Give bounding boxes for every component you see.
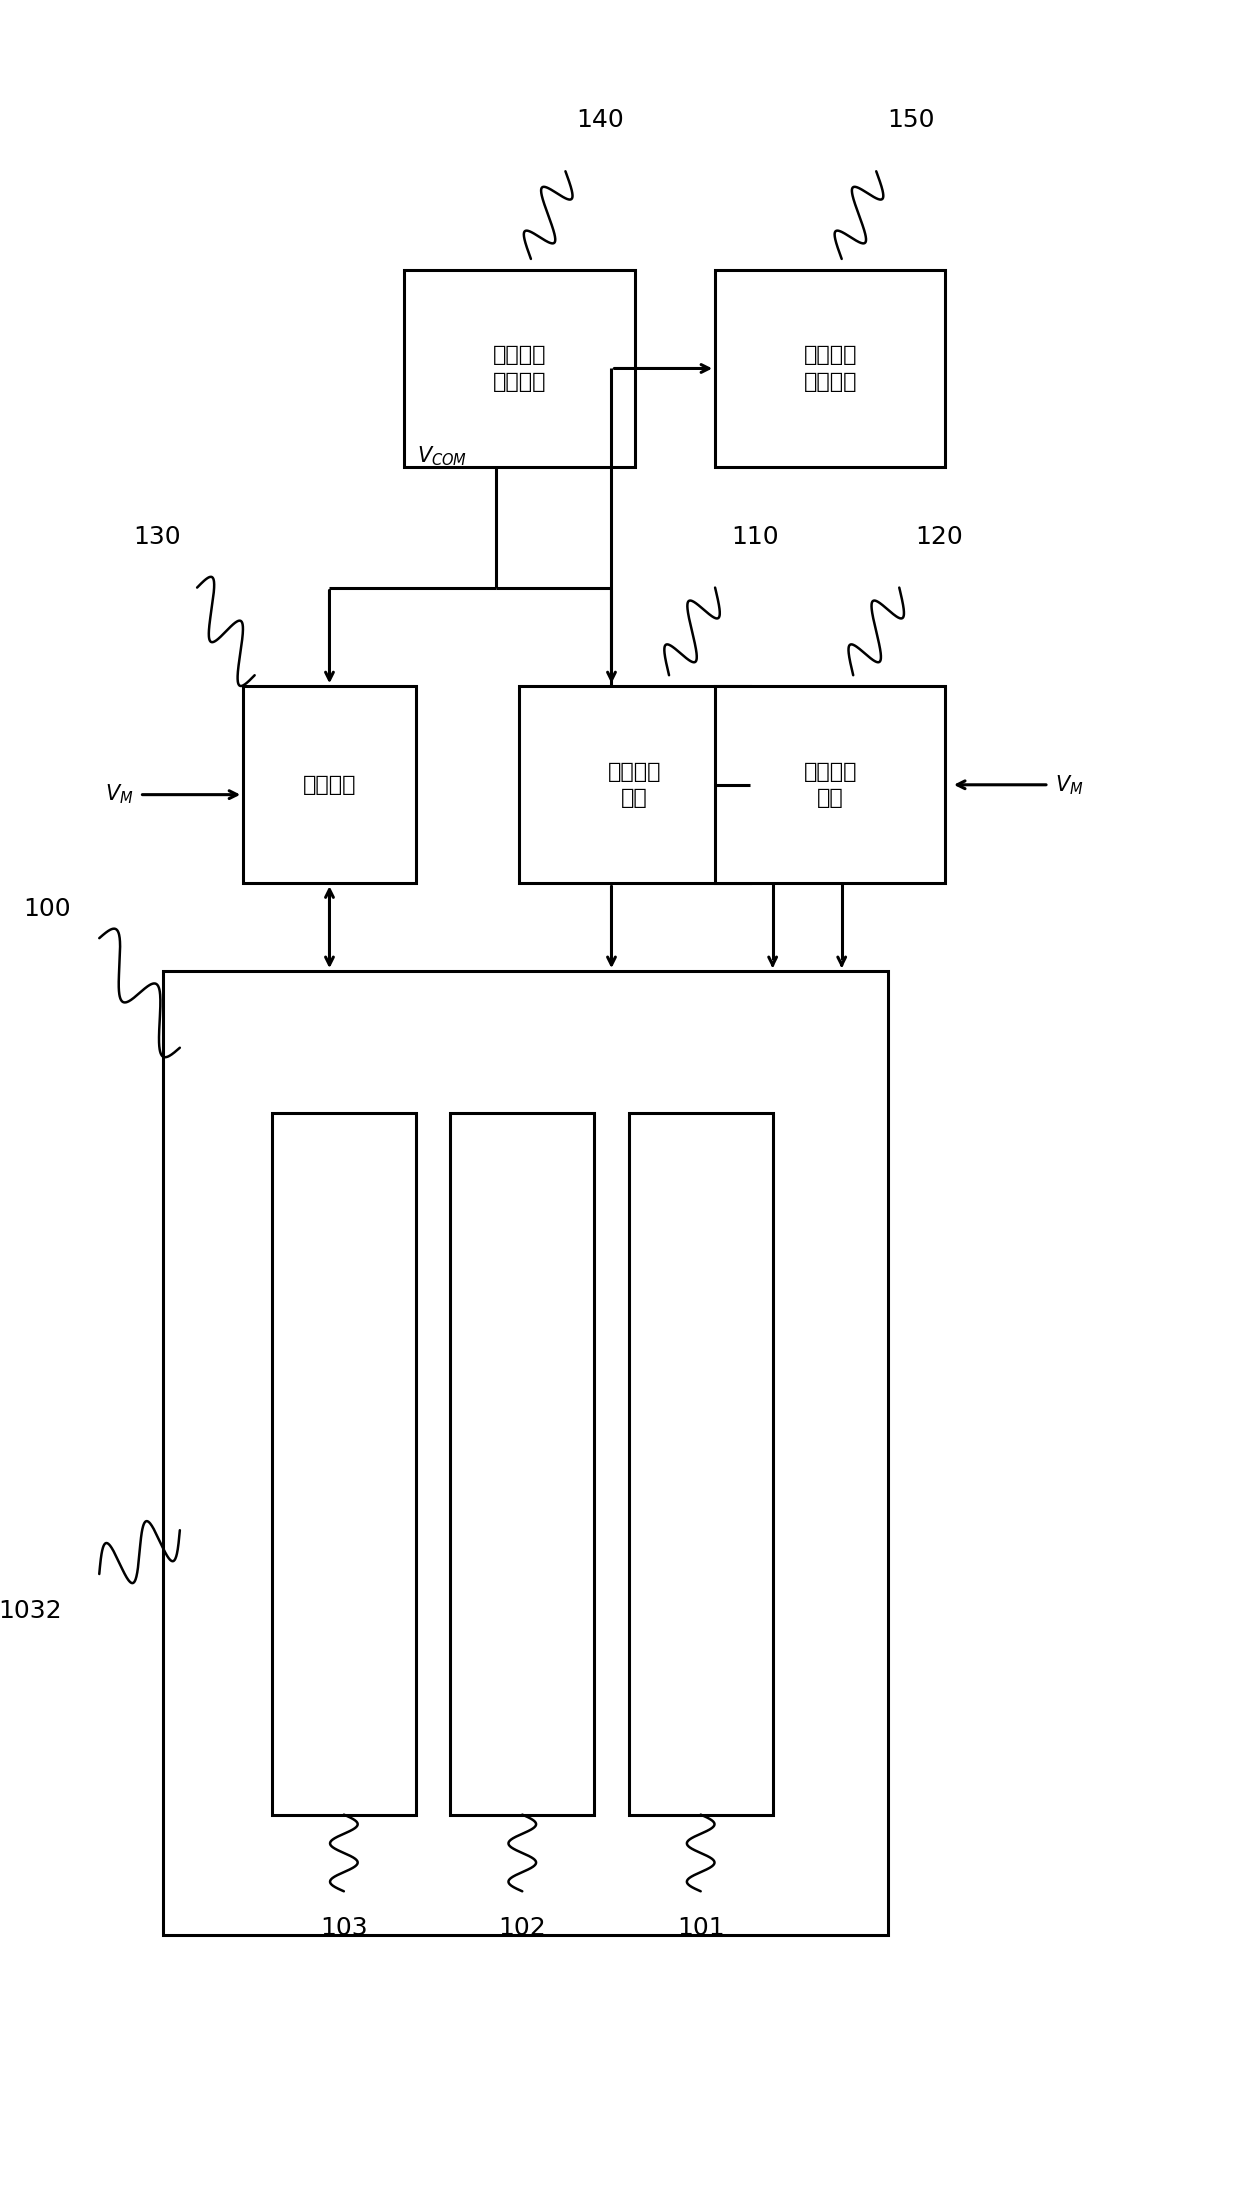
Text: $V_{COM}$: $V_{COM}$ (418, 445, 467, 467)
Text: 150: 150 (887, 108, 935, 132)
Bar (715, 269, 945, 467)
Bar (243, 686, 415, 884)
Bar (715, 686, 945, 884)
Bar (450, 1114, 594, 1815)
Text: 开关电路: 开关电路 (303, 774, 356, 794)
Bar (520, 686, 750, 884)
Text: $V_M$: $V_M$ (1055, 774, 1084, 796)
Text: 1032: 1032 (0, 1599, 62, 1623)
Text: 100: 100 (24, 897, 71, 922)
Text: $V_M$: $V_M$ (105, 783, 134, 807)
Bar (162, 970, 888, 1936)
Text: 共通电压
产生单元: 共通电压 产生单元 (492, 346, 546, 392)
Text: 102: 102 (498, 1916, 546, 1940)
Text: 103: 103 (320, 1916, 368, 1940)
Text: 源极控制
单元: 源极控制 单元 (804, 761, 857, 807)
Text: 栊极控制
单元: 栊极控制 单元 (608, 761, 661, 807)
Bar (272, 1114, 415, 1815)
Text: 第一触控
侦测单元: 第一触控 侦测单元 (804, 346, 857, 392)
Bar (404, 269, 635, 467)
Text: 140: 140 (577, 108, 624, 132)
Text: 110: 110 (732, 525, 779, 549)
Bar (629, 1114, 773, 1815)
Text: 130: 130 (133, 525, 181, 549)
Text: 120: 120 (915, 525, 963, 549)
Text: 101: 101 (677, 1916, 724, 1940)
